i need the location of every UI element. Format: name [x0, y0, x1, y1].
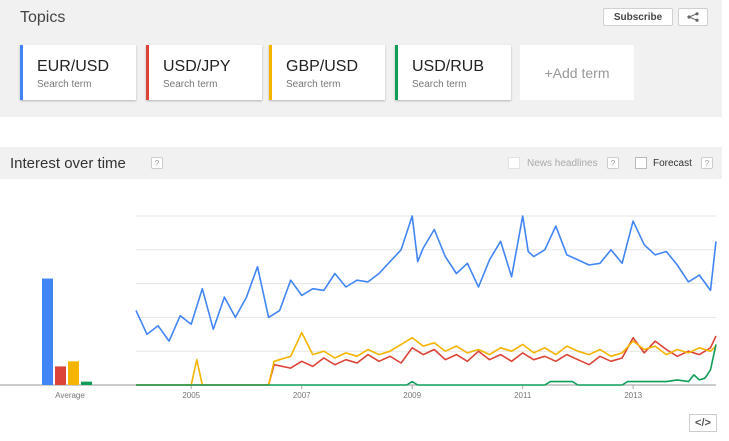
term-color-bar	[269, 45, 272, 100]
series-line-usd-jpy	[136, 335, 717, 386]
interest-over-time-title: Interest over time	[10, 155, 126, 172]
average-bar	[55, 366, 66, 385]
x-tick-label: 2013	[624, 391, 642, 400]
term-color-bar	[395, 45, 398, 100]
news-headlines-checkbox[interactable]	[508, 157, 520, 169]
x-tick-label: 2009	[403, 391, 421, 400]
term-subtitle: Search term	[163, 79, 218, 90]
interest-chart: 2005 2007 2009 2011 2013 Average	[0, 215, 717, 400]
average-bar	[68, 361, 79, 385]
term-name: EUR/USD	[37, 58, 110, 75]
term-card-gbp-usd[interactable]: GBP/USD Search term	[269, 45, 385, 100]
forecast-label: Forecast	[653, 158, 692, 169]
add-term-button[interactable]: +Add term	[520, 45, 634, 100]
term-subtitle: Search term	[412, 79, 467, 90]
average-bar	[81, 381, 92, 385]
help-icon[interactable]: ?	[701, 157, 713, 169]
term-color-bar	[20, 45, 23, 100]
topics-panel: Topics Subscribe EUR/USD Search term USD…	[0, 0, 722, 117]
share-icon	[687, 12, 699, 22]
help-icon[interactable]: ?	[151, 157, 163, 169]
embed-button[interactable]: </>	[689, 414, 717, 432]
average-bar	[42, 278, 53, 385]
term-name: USD/JPY	[163, 58, 231, 75]
series-line-gbp-usd	[136, 331, 717, 386]
term-subtitle: Search term	[37, 79, 92, 90]
x-tick-label: 2007	[293, 391, 311, 400]
term-card-usd-rub[interactable]: USD/RUB Search term	[395, 45, 511, 100]
term-color-bar	[146, 45, 149, 100]
forecast-checkbox[interactable]	[635, 157, 647, 169]
share-button[interactable]	[678, 8, 708, 26]
news-headlines-label: News headlines	[527, 158, 598, 169]
help-icon[interactable]: ?	[607, 157, 619, 169]
term-subtitle: Search term	[286, 79, 341, 90]
term-name: USD/RUB	[412, 58, 485, 75]
term-card-usd-jpy[interactable]: USD/JPY Search term	[146, 45, 262, 100]
term-name: GBP/USD	[286, 58, 359, 75]
topics-title: Topics	[20, 9, 66, 26]
average-label: Average	[55, 391, 85, 400]
series-line-usd-rub	[136, 344, 717, 386]
interest-over-time-header: Interest over time ? News headlines ? Fo…	[0, 147, 722, 179]
series-line-eur-usd	[135, 215, 717, 342]
x-tick-label: 2011	[514, 391, 532, 400]
subscribe-button[interactable]: Subscribe	[603, 8, 673, 26]
x-tick-label: 2005	[182, 391, 200, 400]
term-card-eur-usd[interactable]: EUR/USD Search term	[20, 45, 136, 100]
